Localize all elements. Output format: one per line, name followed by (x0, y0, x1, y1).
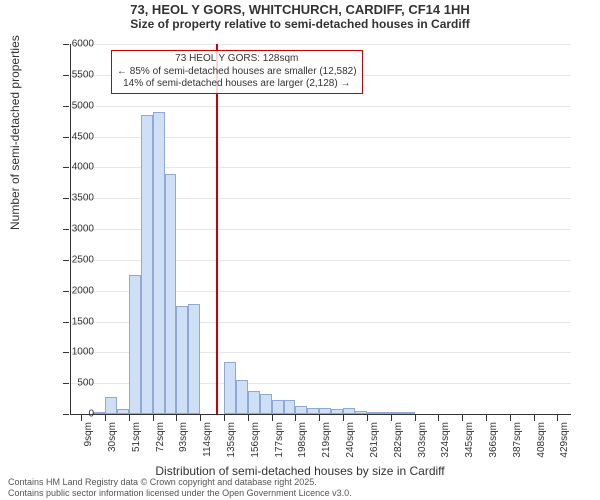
marker-annotation-box: 73 HEOL Y GORS: 128sqm ← 85% of semi-det… (111, 50, 363, 94)
chart-title-line2: Size of property relative to semi-detach… (0, 17, 600, 31)
property-marker-line (216, 44, 218, 414)
ytick-label: 1500 (54, 316, 94, 327)
histogram-bar (272, 400, 284, 414)
xtick (438, 415, 439, 421)
xtick (248, 415, 249, 421)
annotation-larger-pct: 14% of semi-detached houses are larger (… (117, 78, 357, 91)
ytick-label: 6000 (54, 39, 94, 50)
xtick-label: 345sqm (464, 422, 475, 458)
histogram-bar (391, 412, 403, 414)
ytick-label: 2000 (54, 285, 94, 296)
histogram-bar (284, 400, 296, 414)
histogram-bar (248, 391, 260, 414)
ytick-label: 2500 (54, 254, 94, 265)
xtick-label: 429sqm (559, 422, 570, 458)
x-axis-label: Distribution of semi-detached houses by … (0, 464, 600, 478)
histogram-plot-area: 73 HEOL Y GORS: 128sqm ← 85% of semi-det… (70, 44, 571, 415)
xtick (462, 415, 463, 421)
annotation-property-size: 73 HEOL Y GORS: 128sqm (117, 53, 357, 66)
y-axis-label: Number of semi-detached properties (8, 35, 22, 230)
xtick (295, 415, 296, 421)
xtick-label: 177sqm (274, 422, 285, 458)
ytick-label: 4000 (54, 162, 94, 173)
histogram-bar (188, 304, 200, 414)
xtick (534, 415, 535, 421)
histogram-bar (319, 408, 331, 414)
xtick (557, 415, 558, 421)
histogram-bar (260, 394, 272, 414)
xtick (486, 415, 487, 421)
xtick (129, 415, 130, 421)
xtick (272, 415, 273, 421)
xtick-label: 9sqm (83, 422, 94, 446)
histogram-bar (141, 115, 153, 414)
xtick-label: 156sqm (250, 422, 261, 458)
histogram-bar (129, 275, 141, 414)
histogram-bar (236, 380, 248, 414)
histogram-bar (295, 406, 307, 414)
ytick-label: 4500 (54, 131, 94, 142)
footer-line1: Contains HM Land Registry data © Crown c… (8, 477, 352, 487)
ytick-label: 1000 (54, 347, 94, 358)
xtick (153, 415, 154, 421)
histogram-bar (224, 362, 236, 414)
xtick (415, 415, 416, 421)
gridline-h (71, 106, 571, 107)
histogram-bar (367, 412, 379, 414)
xtick-label: 198sqm (297, 422, 308, 458)
ytick-label: 3500 (54, 193, 94, 204)
ytick-label: 3000 (54, 224, 94, 235)
xtick (105, 415, 106, 421)
histogram-bar (105, 397, 117, 414)
ytick-label: 5500 (54, 69, 94, 80)
histogram-bar (403, 412, 415, 414)
histogram-bar (93, 412, 105, 414)
xtick (510, 415, 511, 421)
xtick-label: 30sqm (107, 422, 118, 452)
ytick-label: 5000 (54, 100, 94, 111)
xtick-label: 324sqm (440, 422, 451, 458)
xtick-label: 387sqm (512, 422, 523, 458)
histogram-bar (117, 409, 129, 414)
gridline-h (71, 44, 571, 45)
xtick-label: 93sqm (178, 422, 189, 452)
histogram-bar (153, 112, 165, 414)
xtick-label: 114sqm (202, 422, 213, 457)
xtick-label: 135sqm (226, 422, 237, 458)
chart-title-block: 73, HEOL Y GORS, WHITCHURCH, CARDIFF, CF… (0, 0, 600, 31)
ytick-label: 0 (54, 409, 94, 420)
ytick-label: 500 (54, 378, 94, 389)
xtick-label: 408sqm (536, 422, 547, 458)
xtick (367, 415, 368, 421)
xtick (343, 415, 344, 421)
histogram-bar (379, 412, 391, 414)
histogram-bar (343, 408, 355, 414)
histogram-bar (331, 409, 343, 414)
xtick-label: 240sqm (345, 422, 356, 458)
xtick (200, 415, 201, 421)
xtick-label: 303sqm (417, 422, 428, 458)
xtick-label: 219sqm (321, 422, 332, 458)
histogram-bar (165, 174, 177, 415)
histogram-bar (176, 306, 188, 414)
footer-line2: Contains public sector information licen… (8, 488, 352, 498)
histogram-bar (355, 411, 367, 414)
xtick (224, 415, 225, 421)
xtick (391, 415, 392, 421)
xtick-label: 366sqm (488, 422, 499, 458)
xtick (319, 415, 320, 421)
histogram-bar (307, 408, 319, 414)
annotation-smaller-pct: ← 85% of semi-detached houses are smalle… (117, 66, 357, 79)
xtick (176, 415, 177, 421)
chart-title-line1: 73, HEOL Y GORS, WHITCHURCH, CARDIFF, CF… (0, 2, 600, 17)
xtick-label: 72sqm (155, 422, 166, 452)
xtick-label: 261sqm (369, 422, 380, 458)
xtick-label: 282sqm (393, 422, 404, 458)
xtick-label: 51sqm (131, 422, 142, 452)
footer-attribution: Contains HM Land Registry data © Crown c… (8, 477, 352, 498)
